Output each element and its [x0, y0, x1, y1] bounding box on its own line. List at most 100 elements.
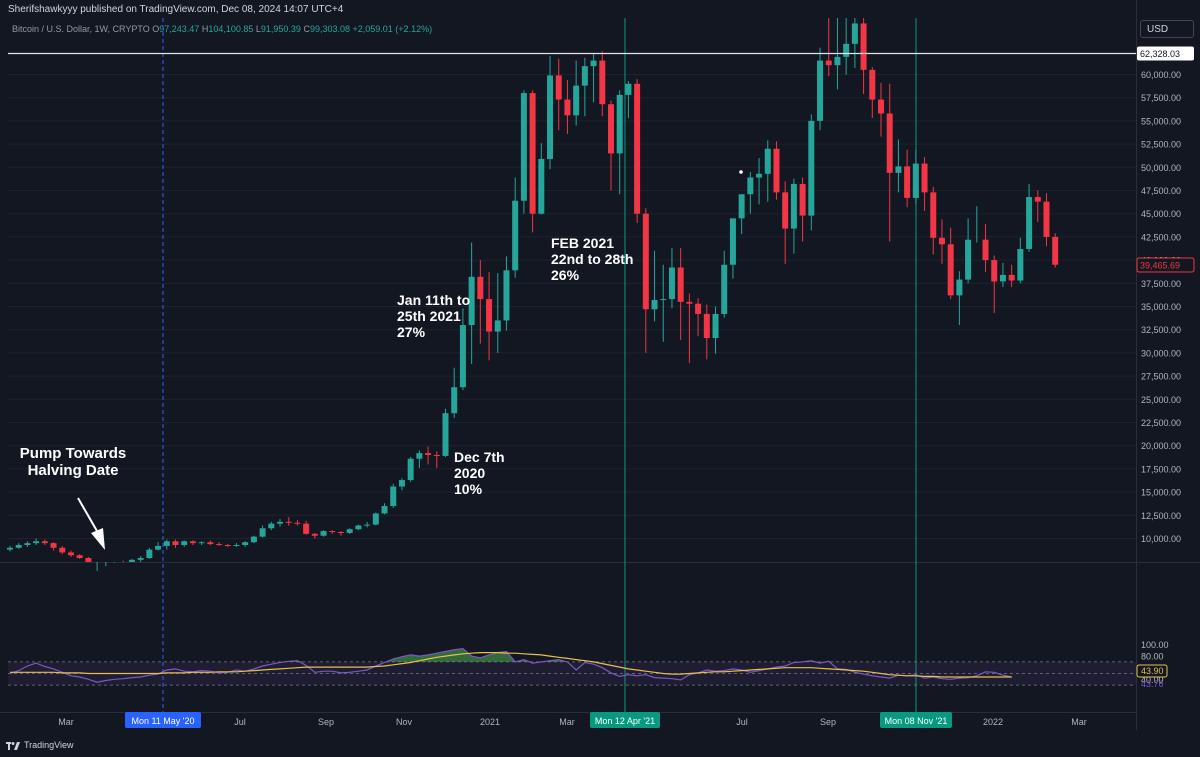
candle: [573, 60, 580, 126]
candle: [33, 538, 40, 545]
price-tick-label: 25,000.00: [1141, 395, 1181, 405]
candle-body: [773, 148, 780, 193]
publisher-line: Sherifshawkyyy published on TradingView.…: [8, 4, 344, 15]
rsi-overbought-fill: [541, 659, 568, 662]
candle-body: [355, 525, 362, 530]
candle: [67, 550, 74, 558]
candle: [451, 367, 458, 418]
candle-body: [886, 113, 893, 173]
candle: [782, 181, 789, 264]
candle-body: [67, 552, 74, 556]
candle: [878, 82, 884, 137]
rsi-ma-value: 43.90: [1141, 666, 1164, 676]
candle-body: [494, 320, 501, 332]
candle: [695, 298, 702, 337]
candle-body: [564, 99, 571, 116]
candle-body: [547, 75, 554, 159]
candle-body: [799, 184, 806, 216]
candle-body: [128, 559, 135, 562]
candle-body: [207, 542, 214, 545]
candle-body: [625, 83, 632, 95]
price-tick-label: 12,500.00: [1141, 511, 1181, 521]
candle: [607, 100, 614, 191]
candle: [355, 524, 362, 531]
candle-body: [15, 544, 22, 548]
candle: [1008, 264, 1015, 288]
annotation-line: 2020: [454, 465, 485, 481]
candle: [181, 540, 188, 547]
time-tick-label: Mar: [559, 717, 575, 727]
candle: [590, 53, 597, 103]
candle: [886, 83, 893, 242]
candle: [790, 178, 797, 254]
time-tick-label: Jul: [736, 717, 748, 727]
price-tick-label: 20,000.00: [1141, 441, 1181, 451]
candle: [503, 256, 510, 331]
candle-body: [198, 542, 205, 544]
candle: [729, 218, 736, 279]
candle: [947, 227, 954, 300]
price-tick-label: 55,000.00: [1141, 116, 1181, 126]
candle-body: [364, 524, 371, 526]
time-tick-label: Sep: [318, 717, 334, 727]
price-tick-label: 30,000.00: [1141, 348, 1181, 358]
candle: [416, 450, 423, 468]
candle: [242, 541, 249, 547]
candle-body: [146, 549, 153, 558]
candle: [538, 143, 545, 215]
candle-body: [843, 43, 850, 57]
candle: [555, 58, 562, 131]
candle-body: [233, 544, 240, 546]
candle-body: [677, 267, 684, 302]
price-tick-label: 42,500.00: [1141, 232, 1181, 242]
candle-body: [181, 541, 188, 545]
annotation-line: Halving Date: [28, 462, 119, 479]
candle-body: [1008, 274, 1015, 281]
candle: [651, 250, 658, 322]
candle-body: [965, 239, 972, 280]
ohlc-open: 97,243.47: [159, 24, 200, 34]
time-tick-label: 2021: [480, 717, 500, 727]
candle-body: [381, 506, 388, 514]
horizontal-line-label: 62,328.03: [1140, 49, 1180, 59]
candle-body: [947, 244, 954, 296]
candle-body: [1052, 236, 1059, 265]
price-tick-label: 40,000.00: [1141, 256, 1181, 266]
candle: [1026, 184, 1033, 252]
candle-body: [268, 523, 275, 529]
candle: [294, 519, 301, 526]
rsi-line: [9, 647, 1012, 683]
candle-body: [59, 547, 66, 553]
candle: [320, 530, 327, 537]
candle-body: [686, 301, 693, 304]
candle-body: [303, 523, 310, 534]
price-tick-label: 22,500.00: [1141, 418, 1181, 428]
candle: [50, 542, 57, 551]
currency-button[interactable]: USD: [1140, 20, 1194, 38]
date-marker-label: Mon 12 Apr '21: [595, 716, 655, 726]
candle-body: [538, 158, 545, 214]
candle: [756, 158, 763, 205]
candle-body: [747, 177, 754, 195]
price-tick-label: 52,500.00: [1141, 140, 1181, 150]
annotation-line: 26%: [551, 267, 580, 283]
candle: [250, 535, 257, 544]
price-tick-label: 35,000.00: [1141, 302, 1181, 312]
candle-body: [433, 454, 440, 456]
candle: [7, 545, 13, 552]
candle-body: [607, 104, 614, 154]
candle: [1017, 237, 1024, 284]
candle-body: [85, 557, 92, 562]
candle-body: [817, 60, 824, 121]
candle-body: [703, 313, 710, 339]
candle: [869, 67, 876, 119]
date-marker-badge: [125, 712, 201, 728]
candle-body: [921, 163, 928, 193]
rsi-overbought-fill: [515, 659, 533, 662]
candle: [477, 260, 484, 344]
candle-body: [729, 218, 736, 265]
candle-body: [1017, 248, 1024, 281]
candle: [15, 543, 22, 549]
annotation-line: Jan 11th to: [397, 292, 470, 308]
